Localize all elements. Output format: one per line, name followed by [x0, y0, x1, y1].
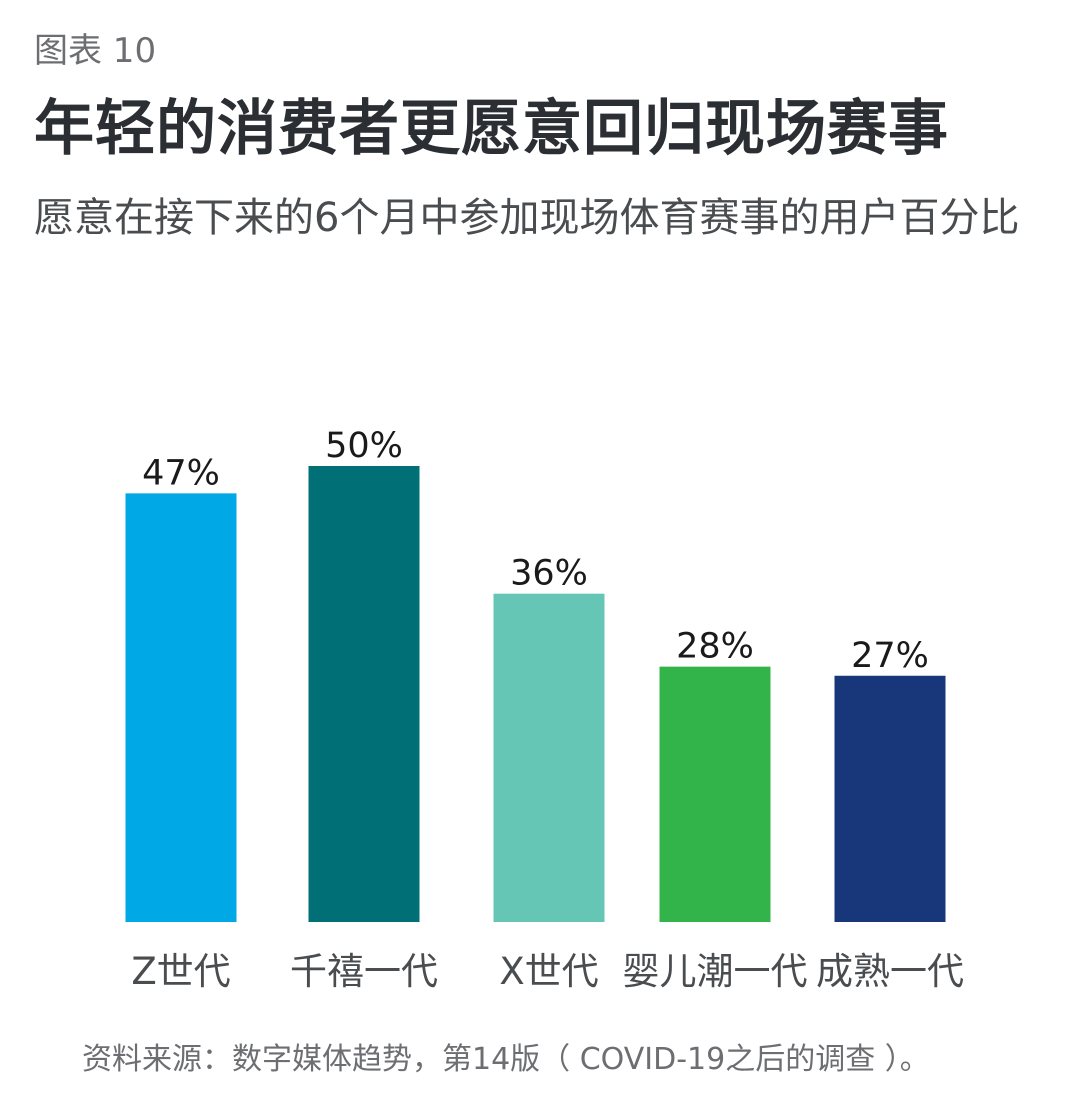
bar-5 — [834, 675, 946, 922]
bar-2 — [308, 466, 420, 922]
category-label: X世代 — [499, 950, 598, 993]
category-label: 成熟一代 — [816, 950, 964, 993]
category-label: 婴儿潮一代 — [623, 950, 808, 993]
figure-label: 图表 10 — [34, 31, 157, 71]
bar-value-label: 47% — [142, 453, 220, 493]
bar-3 — [493, 593, 605, 922]
bar-4 — [659, 666, 771, 922]
category-label: 千禧一代 — [290, 950, 438, 993]
bar-value-label: 28% — [676, 627, 754, 667]
chart-title: 年轻的消费者更愿意回归现场赛事 — [34, 94, 949, 164]
bar-value-label: 36% — [510, 554, 588, 594]
bar-1 — [125, 493, 237, 922]
source-note: 资料来源：数字媒体趋势，第14版（ COVID-19之后的调查 ）。 — [82, 1042, 930, 1077]
bar-value-label: 50% — [325, 426, 403, 466]
category-label: Z世代 — [131, 950, 230, 993]
bar-value-label: 27% — [851, 636, 929, 676]
chart-subtitle: 愿意在接下来的6个月中参加现场体育赛事的用户百分比 — [34, 195, 1020, 241]
